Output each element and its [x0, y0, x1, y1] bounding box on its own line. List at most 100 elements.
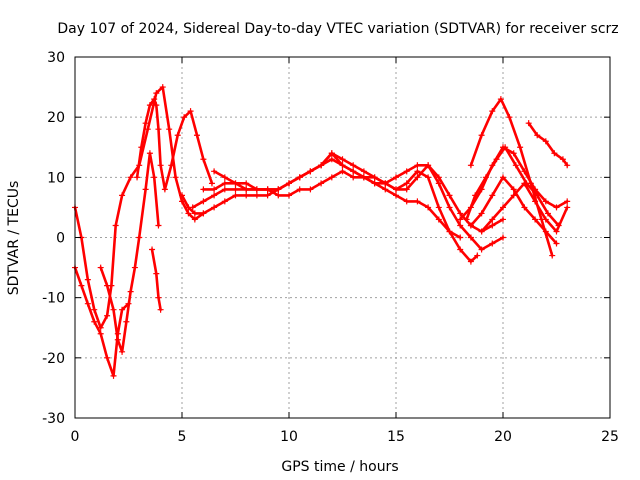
data-point — [131, 264, 138, 271]
data-point — [510, 150, 517, 157]
data-point — [532, 198, 539, 205]
data-point — [84, 276, 91, 283]
data-point — [393, 192, 399, 199]
data-point — [517, 144, 524, 151]
data-point — [467, 162, 474, 169]
data-point — [91, 306, 98, 313]
data-point — [403, 168, 410, 175]
data-point — [512, 162, 519, 169]
data-point — [414, 198, 421, 205]
data-point — [493, 156, 500, 163]
series-trace-4 — [134, 96, 215, 193]
data-point — [544, 210, 551, 217]
data-point — [478, 228, 485, 235]
series-trace-2 — [72, 264, 132, 379]
data-point — [157, 306, 164, 313]
series-trace-14 — [463, 144, 562, 229]
data-point — [350, 168, 357, 175]
data-point — [502, 144, 509, 151]
data-point — [296, 174, 303, 181]
data-point — [350, 174, 357, 181]
data-point — [489, 108, 496, 115]
data-point — [414, 168, 421, 175]
data-point — [181, 114, 188, 121]
y-tick-label: -30 — [42, 411, 65, 427]
data-point — [555, 222, 562, 229]
series-line — [135, 97, 214, 191]
data-point — [478, 210, 485, 217]
data-point — [534, 192, 541, 199]
data-point — [328, 156, 335, 163]
data-point — [168, 162, 175, 169]
data-point — [564, 204, 571, 211]
data-point — [551, 150, 558, 157]
data-point — [172, 174, 179, 181]
y-tick-label: 20 — [47, 110, 65, 126]
data-point — [497, 96, 504, 103]
data-point — [275, 192, 282, 199]
data-point — [500, 204, 506, 211]
data-point — [328, 150, 335, 157]
data-point — [403, 198, 410, 205]
data-point — [119, 348, 126, 355]
data-point — [482, 174, 489, 181]
data-point — [478, 132, 485, 139]
data-point — [78, 282, 85, 289]
x-tick-labels: 0 5 10 15 20 25 — [71, 429, 619, 445]
data-point — [339, 168, 346, 175]
data-point — [211, 168, 218, 175]
data-point — [403, 186, 410, 193]
data-point — [136, 234, 143, 241]
series-trace-9 — [200, 168, 464, 241]
data-point — [467, 222, 474, 229]
data-point — [146, 150, 153, 157]
data-point — [97, 330, 104, 337]
data-point — [166, 126, 173, 133]
data-point — [525, 120, 532, 127]
chart-title: Day 107 of 2024, Sidereal Day-to-day VTE… — [57, 21, 618, 37]
data-point — [179, 192, 185, 199]
data-point — [221, 174, 228, 181]
data-point — [339, 156, 346, 163]
data-point — [457, 216, 464, 223]
data-point — [328, 174, 335, 181]
data-point — [161, 186, 168, 193]
data-point — [200, 186, 207, 193]
data-point — [142, 186, 149, 193]
data-point — [446, 204, 453, 211]
data-point — [253, 192, 260, 199]
data-point — [307, 186, 314, 193]
data-point — [104, 354, 111, 361]
data-point — [153, 102, 160, 109]
data-point — [463, 216, 470, 223]
data-point — [472, 192, 479, 199]
data-point — [151, 174, 158, 181]
x-tick-label: 0 — [71, 429, 80, 445]
data-point — [393, 174, 399, 181]
data-point — [360, 174, 367, 181]
series-trace-5 — [149, 246, 164, 313]
data-point — [104, 282, 111, 289]
data-point — [532, 216, 539, 223]
data-point — [200, 210, 207, 217]
data-point — [489, 216, 496, 223]
data-point — [457, 210, 464, 217]
series-line — [527, 121, 569, 167]
series-trace-15 — [525, 120, 571, 169]
data-point — [549, 252, 556, 259]
data-point — [382, 186, 389, 193]
data-point — [339, 162, 346, 169]
data-point — [489, 240, 496, 247]
data-point — [243, 192, 250, 199]
data-point — [474, 252, 481, 259]
series-line — [202, 170, 462, 239]
data-point — [110, 372, 117, 379]
data-point — [350, 162, 357, 169]
data-point — [360, 168, 367, 175]
data-point — [521, 204, 528, 211]
data-point — [478, 246, 485, 253]
data-point — [425, 162, 432, 169]
data-point — [232, 192, 239, 199]
data-point — [542, 216, 549, 223]
data-point — [211, 192, 218, 199]
